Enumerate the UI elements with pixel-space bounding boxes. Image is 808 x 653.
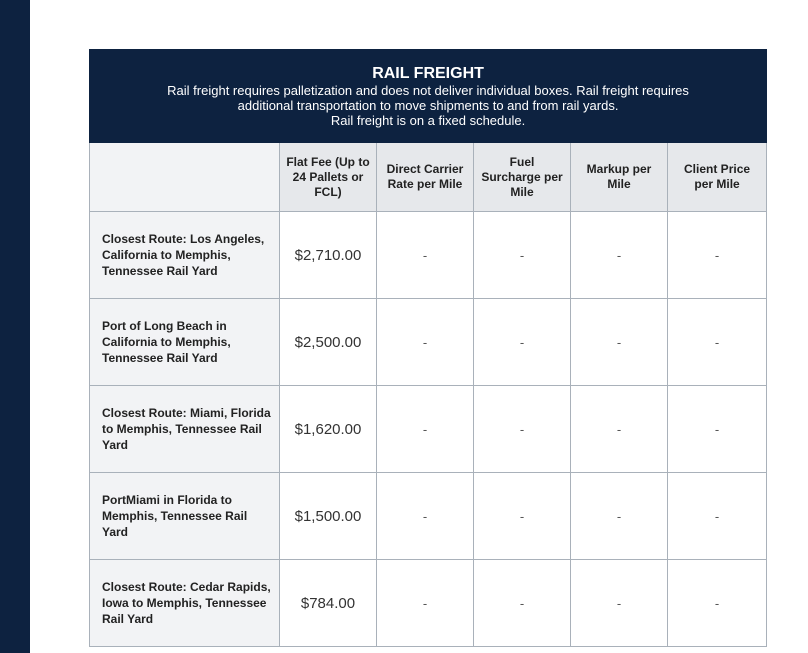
markup-cell: - — [570, 472, 668, 560]
flat-fee-cell: $1,500.00 — [279, 472, 377, 560]
direct-rate-cell: - — [376, 211, 474, 299]
direct-rate-cell: - — [376, 472, 474, 560]
table-row: Closest Route: Cedar Rapids, Iowa to Mem… — [89, 559, 768, 647]
route-cell: PortMiami in Florida to Memphis, Tenness… — [89, 472, 280, 560]
table-title: RAIL FREIGHT — [372, 64, 484, 82]
fuel-surcharge-cell: - — [473, 298, 571, 386]
column-header-fuel-surcharge: Fuel Surcharge per Mile — [473, 142, 571, 212]
table-description-line: Rail freight is on a fixed schedule. — [330, 112, 526, 128]
direct-rate-cell: - — [376, 559, 474, 647]
fuel-surcharge-cell: - — [473, 211, 571, 299]
client-price-cell: - — [666, 211, 768, 299]
client-price-cell: - — [666, 472, 768, 560]
column-headers: Flat Fee (Up to 24 Pallets or FCL) Direc… — [89, 142, 768, 212]
flat-fee-cell: $784.00 — [279, 559, 377, 647]
markup-cell: - — [570, 559, 668, 647]
column-header-client-price: Client Price per Mile — [666, 142, 768, 212]
flat-fee-cell: $2,500.00 — [279, 298, 377, 386]
table-header: RAIL FREIGHT Rail freight requires palle… — [88, 49, 768, 143]
fuel-surcharge-cell: - — [473, 559, 571, 647]
markup-cell: - — [570, 298, 668, 386]
route-cell: Closest Route: Cedar Rapids, Iowa to Mem… — [89, 559, 280, 647]
fuel-surcharge-cell: - — [473, 472, 571, 560]
table-row: Port of Long Beach in California to Memp… — [89, 298, 768, 386]
route-cell: Port of Long Beach in California to Memp… — [89, 298, 280, 386]
table-description-line: Rail freight requires palletization and … — [167, 82, 689, 98]
client-price-cell: - — [666, 559, 768, 647]
rail-freight-table: RAIL FREIGHT Rail freight requires palle… — [88, 49, 768, 647]
sidebar — [0, 0, 30, 653]
client-price-cell: - — [666, 385, 768, 473]
column-header-flat-fee: Flat Fee (Up to 24 Pallets or FCL) — [279, 142, 377, 212]
column-header-direct-rate: Direct Carrier Rate per Mile — [376, 142, 474, 212]
table-description-line: additional transportation to move shipme… — [237, 97, 619, 113]
column-header-markup: Markup per Mile — [570, 142, 668, 212]
markup-cell: - — [570, 211, 668, 299]
client-price-cell: - — [666, 298, 768, 386]
table-row: PortMiami in Florida to Memphis, Tenness… — [89, 472, 768, 560]
fuel-surcharge-cell: - — [473, 385, 571, 473]
direct-rate-cell: - — [376, 298, 474, 386]
table-row: Closest Route: Los Angeles, California t… — [89, 211, 768, 299]
flat-fee-cell: $2,710.00 — [279, 211, 377, 299]
column-header-route — [89, 142, 280, 212]
route-cell: Closest Route: Miami, Florida to Memphis… — [89, 385, 280, 473]
flat-fee-cell: $1,620.00 — [279, 385, 377, 473]
direct-rate-cell: - — [376, 385, 474, 473]
markup-cell: - — [570, 385, 668, 473]
route-cell: Closest Route: Los Angeles, California t… — [89, 211, 280, 299]
table-row: Closest Route: Miami, Florida to Memphis… — [89, 385, 768, 473]
